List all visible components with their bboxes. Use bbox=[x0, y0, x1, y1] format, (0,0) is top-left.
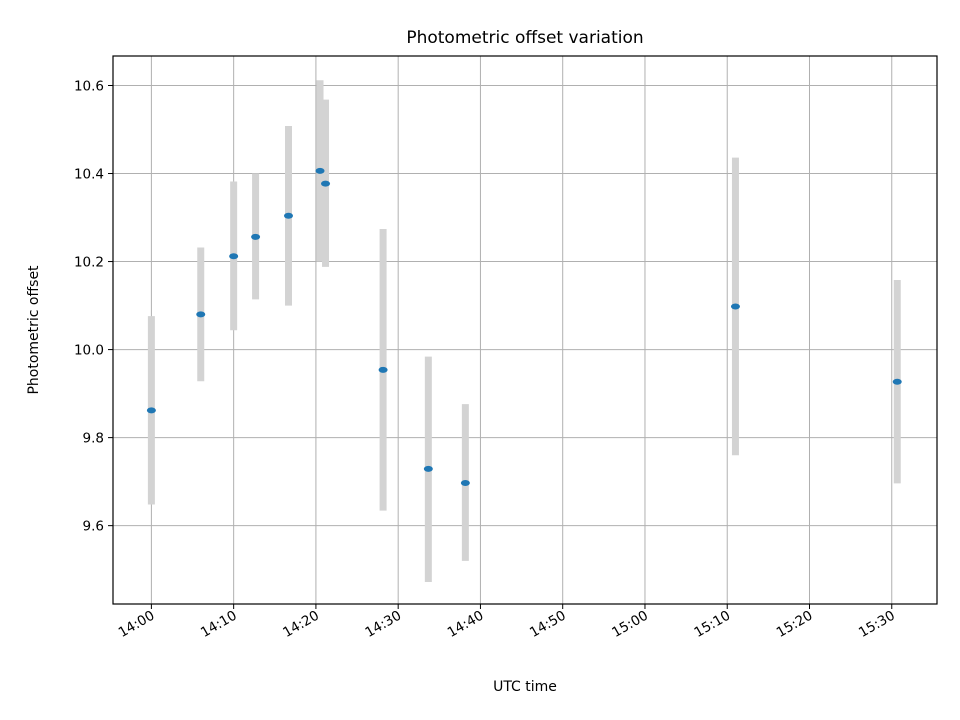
data-point bbox=[423, 465, 433, 472]
y-tick-label: 10.4 bbox=[74, 167, 104, 183]
data-point bbox=[892, 378, 902, 385]
data-point bbox=[321, 180, 331, 187]
data-point bbox=[146, 407, 156, 414]
y-tick-label: 10.6 bbox=[74, 78, 104, 94]
y-tick-label: 9.8 bbox=[83, 431, 104, 447]
y-tick-label: 9.6 bbox=[83, 519, 104, 535]
y-axis-label: Photometric offset bbox=[26, 265, 42, 395]
data-points bbox=[146, 167, 902, 486]
y-tick-label: 10.2 bbox=[74, 255, 104, 271]
data-point bbox=[283, 212, 293, 219]
data-point bbox=[315, 167, 325, 174]
data-point bbox=[251, 233, 261, 240]
data-point bbox=[378, 366, 388, 373]
data-point bbox=[460, 479, 470, 486]
data-point bbox=[196, 311, 206, 318]
plot-frame bbox=[112, 55, 938, 605]
chart-title: Photometric offset variation bbox=[406, 28, 643, 48]
data-point bbox=[730, 303, 740, 310]
x-axis-label: UTC time bbox=[493, 679, 557, 695]
grid bbox=[113, 56, 937, 604]
data-point bbox=[229, 253, 239, 260]
y-tick-label: 10.0 bbox=[74, 343, 104, 359]
